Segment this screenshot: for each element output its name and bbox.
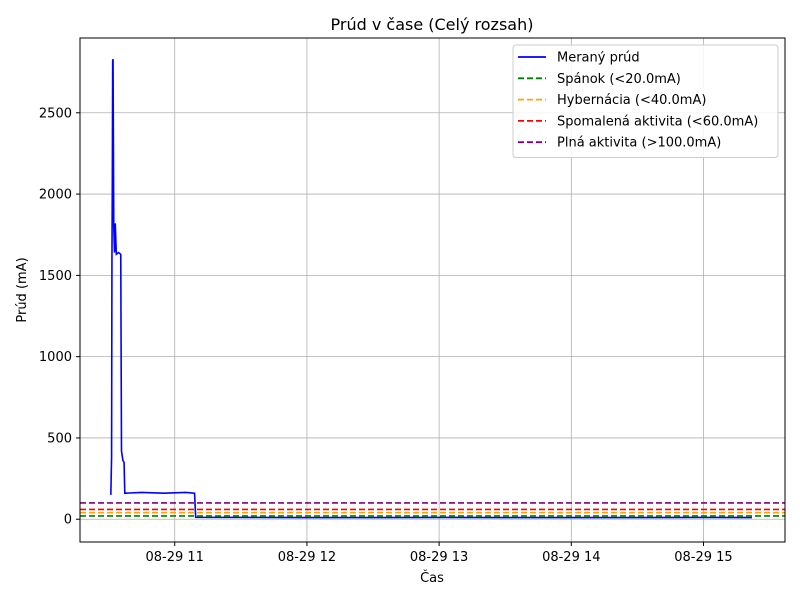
- legend-box: [512, 44, 779, 158]
- legend: Meraný prúd Spánok (<20.0mA) Hybernácia (<…: [512, 44, 779, 158]
- series-layer: [80, 58, 785, 519]
- y-tick-label: 0: [64, 513, 72, 528]
- x-tick-label: 08-29 13: [410, 550, 468, 565]
- tick-layer: 08-29 11 08-29 12 08-29 13 08-29 14 08-29 15…: [39, 106, 733, 565]
- y-tick-label: 2500: [39, 106, 72, 121]
- legend-label: Spomalená aktivita (<60.0mA): [557, 114, 758, 129]
- y-tick-label: 1500: [39, 269, 72, 284]
- legend-label: Plná aktivita (>100.0mA): [557, 136, 721, 151]
- x-tick-label: 08-29 14: [542, 550, 600, 565]
- y-tick-label: 500: [47, 431, 72, 446]
- chart-title: Prúd v čase (Celý rozsah): [331, 15, 534, 34]
- legend-label: Spánok (<20.0mA): [557, 72, 681, 87]
- y-tick-label: 2000: [39, 188, 72, 203]
- x-tick-label: 08-29 11: [146, 550, 204, 565]
- plot-frame: [79, 37, 786, 543]
- legend-label: Hybernácia (<40.0mA): [557, 93, 706, 108]
- y-axis-label: Prúd (mA): [15, 257, 30, 322]
- x-axis-label: Čas: [420, 570, 444, 586]
- x-tick-label: 08-29 15: [674, 550, 732, 565]
- legend-label: Meraný prúd: [557, 51, 640, 66]
- series-line-measured-current: [110, 58, 752, 519]
- x-tick-label: 08-29 12: [278, 550, 336, 565]
- y-tick-label: 1000: [39, 350, 72, 365]
